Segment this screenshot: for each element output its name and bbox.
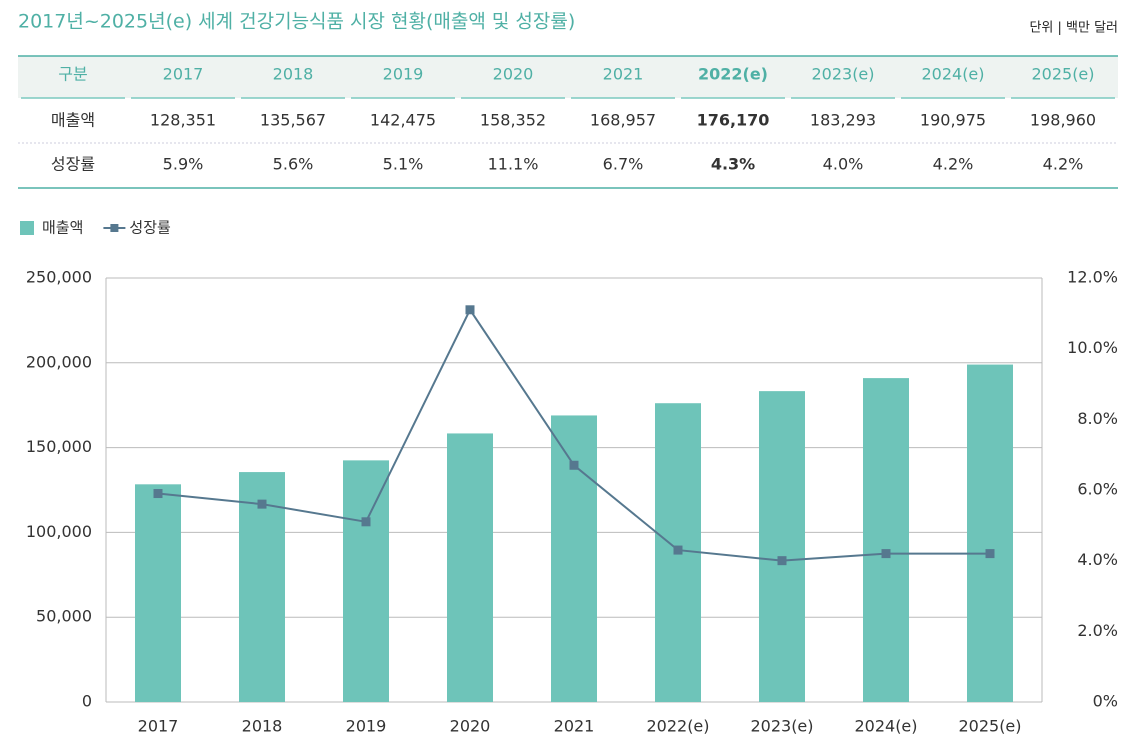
table-header-cell: 2018 <box>273 65 314 84</box>
y-tick-label: 100,000 <box>26 522 92 541</box>
table-cell: 4.2% <box>1043 155 1084 174</box>
table-cell: 5.1% <box>383 155 424 174</box>
bar <box>863 378 909 702</box>
marker <box>673 545 683 555</box>
table-cell: 매출액 <box>51 111 95 130</box>
bar <box>551 415 597 702</box>
table-cell: 183,293 <box>810 111 876 130</box>
marker <box>985 549 995 559</box>
table-cell: 4.2% <box>933 155 974 174</box>
y2-tick-label: 8.0% <box>1077 409 1118 428</box>
marker <box>569 460 579 470</box>
table-cell: 6.7% <box>603 155 644 174</box>
table-header-cell: 2020 <box>493 65 534 84</box>
x-tick-label: 2023(e) <box>750 717 813 736</box>
table-cell: 11.1% <box>488 155 539 174</box>
x-tick-label: 2020 <box>450 717 491 736</box>
marker <box>465 305 475 315</box>
table-header-cell: 2019 <box>383 65 424 84</box>
table-cell: 5.6% <box>273 155 314 174</box>
bar <box>135 484 181 702</box>
x-tick-label: 2017 <box>138 717 179 736</box>
y2-tick-label: 0% <box>1093 692 1118 711</box>
table-cell: 168,957 <box>590 111 656 130</box>
y-tick-label: 250,000 <box>26 268 92 287</box>
bar <box>967 364 1013 702</box>
table-cell: 158,352 <box>480 111 546 130</box>
bar <box>239 472 285 702</box>
bar <box>759 391 805 702</box>
y-tick-label: 200,000 <box>26 352 92 371</box>
table-cell: 128,351 <box>150 111 216 130</box>
bar <box>447 433 493 702</box>
y2-tick-label: 12.0% <box>1067 268 1118 287</box>
table-header-cell: 2017 <box>163 65 204 84</box>
title: 2017년~2025년(e) 세계 건강기능식품 시장 현황(매출액 및 성장률… <box>18 11 575 33</box>
marker <box>881 549 891 559</box>
y2-tick-label: 6.0% <box>1077 480 1118 499</box>
x-tick-label: 2021 <box>554 717 595 736</box>
table-cell: 198,960 <box>1030 111 1096 130</box>
table-header-cell: 2024(e) <box>921 65 984 84</box>
y-tick-label: 150,000 <box>26 437 92 456</box>
y2-tick-label: 4.0% <box>1077 550 1118 569</box>
table-header-cell: 2021 <box>603 65 644 84</box>
legend-label: 성장률 <box>129 219 171 237</box>
legend-label: 매출액 <box>42 219 83 237</box>
table-cell: 4.0% <box>823 155 864 174</box>
table-cell: 성장률 <box>51 155 95 174</box>
y-tick-label: 0 <box>82 692 92 711</box>
table-header-cell: 2022(e) <box>698 65 768 84</box>
table-header-bg <box>18 56 1118 98</box>
table-header-cell: 2023(e) <box>811 65 874 84</box>
table-cell: 4.3% <box>711 155 755 174</box>
unit: 단위 | 백만 달러 <box>1029 21 1118 36</box>
x-tick-label: 2025(e) <box>958 717 1021 736</box>
table-header-cell: 구분 <box>58 65 87 84</box>
y2-tick-label: 2.0% <box>1077 621 1118 640</box>
x-tick-label: 2024(e) <box>854 717 917 736</box>
marker <box>777 556 787 566</box>
legend-swatch <box>110 224 119 232</box>
x-tick-label: 2018 <box>242 717 283 736</box>
y2-tick-label: 10.0% <box>1067 338 1118 357</box>
table-cell: 5.9% <box>163 155 204 174</box>
x-tick-label: 2019 <box>346 717 387 736</box>
bar <box>343 460 389 702</box>
table-header-cell: 2025(e) <box>1031 65 1094 84</box>
table-cell: 135,567 <box>260 111 326 130</box>
marker <box>153 489 163 499</box>
marker <box>361 517 371 527</box>
legend-swatch <box>20 221 34 235</box>
table-cell: 176,170 <box>697 111 770 130</box>
table-cell: 190,975 <box>920 111 986 130</box>
marker <box>257 499 267 509</box>
y-tick-label: 50,000 <box>36 607 92 626</box>
x-tick-label: 2022(e) <box>646 717 709 736</box>
table-cell: 142,475 <box>370 111 436 130</box>
